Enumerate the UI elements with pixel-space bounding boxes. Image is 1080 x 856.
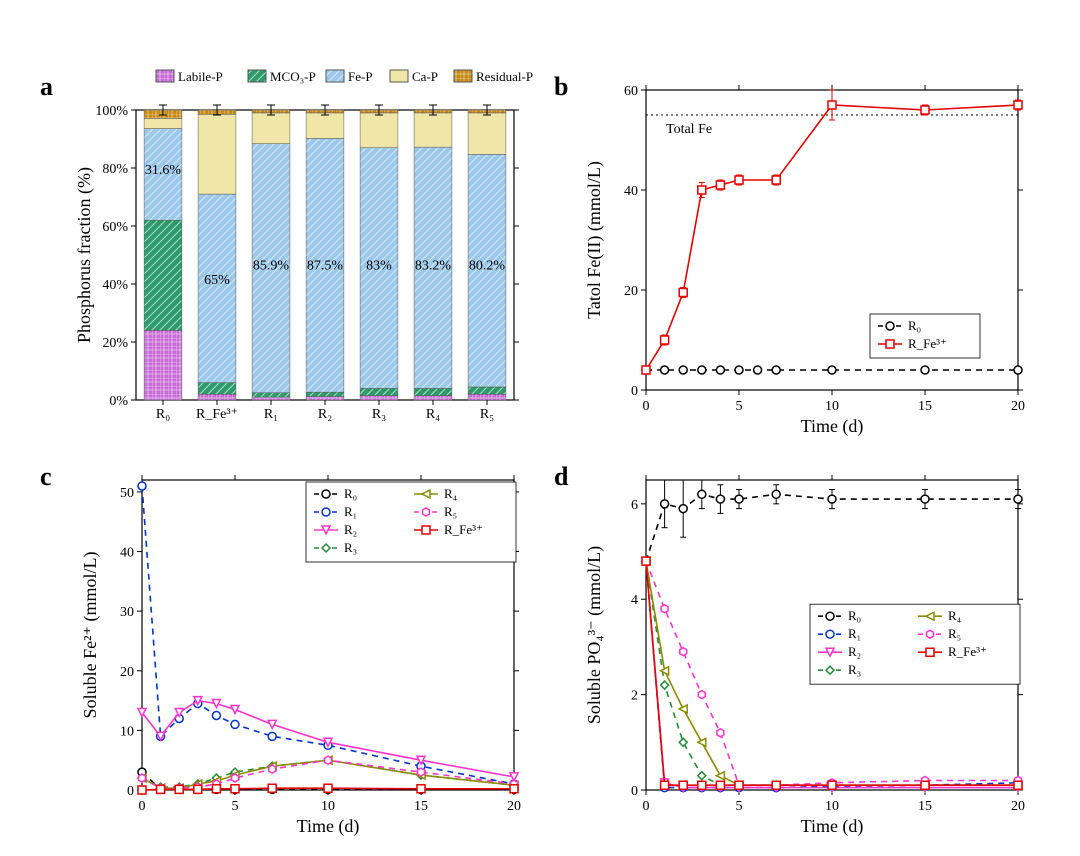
svg-text:83.2%: 83.2%	[415, 259, 452, 274]
svg-text:R₀: R₀	[156, 407, 170, 422]
svg-text:R_Fe³⁺: R_Fe³⁺	[444, 522, 483, 537]
panel-d: 0 2 4 6 0 5 10 15 20 Time (d) Soluble PO₄³⁻ (mmol/…	[560, 450, 1040, 850]
svg-text:Tatol Fe(II) (mmol/L): Tatol Fe(II) (mmol/L)	[584, 161, 605, 319]
svg-text:R₅: R₅	[480, 407, 494, 422]
svg-text:15: 15	[918, 399, 932, 414]
svg-text:R₅: R₅	[444, 504, 457, 519]
svg-text:Time (d): Time (d)	[297, 816, 360, 837]
svg-text:Total Fe: Total Fe	[666, 122, 712, 137]
svg-text:Time (d): Time (d)	[801, 816, 864, 837]
svg-text:R₀: R₀	[908, 318, 921, 333]
svg-text:0: 0	[127, 784, 134, 799]
svg-text:Ca-P: Ca-P	[412, 69, 438, 84]
svg-text:0: 0	[643, 399, 650, 414]
svg-text:0: 0	[643, 799, 650, 814]
svg-text:Labile-P: Labile-P	[178, 69, 223, 84]
panel-c-label: c	[40, 462, 52, 492]
svg-text:Soluble PO₄³⁻ (mmol/L): Soluble PO₄³⁻ (mmol/L)	[584, 546, 605, 724]
svg-text:R_Fe³⁺: R_Fe³⁺	[948, 644, 987, 659]
svg-text:R₃: R₃	[848, 662, 861, 677]
svg-text:0: 0	[139, 799, 146, 814]
svg-text:20: 20	[507, 799, 521, 814]
svg-text:30: 30	[120, 605, 134, 620]
svg-text:100%: 100%	[95, 104, 128, 119]
svg-text:20: 20	[120, 665, 134, 680]
svg-text:80%: 80%	[102, 162, 128, 177]
legend: R₀ R₁ R₂ R₃ R₄ R₅ R_Fe³⁺	[810, 604, 1020, 684]
svg-text:Time (d): Time (d)	[801, 416, 864, 437]
svg-text:R₄: R₄	[426, 407, 440, 422]
svg-text:0: 0	[631, 384, 638, 399]
svg-text:40: 40	[120, 546, 134, 561]
svg-text:R₁: R₁	[264, 407, 278, 422]
svg-text:R₄: R₄	[444, 486, 458, 501]
svg-text:R₄: R₄	[948, 608, 962, 623]
svg-text:R₅: R₅	[948, 626, 961, 641]
svg-text:Soluble Fe²⁺ (mmol/L): Soluble Fe²⁺ (mmol/L)	[80, 552, 101, 719]
legend: R₀ R₁ R₂ R₃ R₄ R₅ R_Fe³⁺	[306, 482, 516, 562]
svg-text:20: 20	[1011, 799, 1025, 814]
svg-text:MCO₃-P: MCO₃-P	[270, 69, 316, 84]
svg-text:R₀: R₀	[848, 608, 861, 623]
svg-text:15: 15	[918, 799, 932, 814]
svg-text:10: 10	[825, 799, 839, 814]
svg-text:R_Fe³⁺: R_Fe³⁺	[908, 336, 947, 351]
svg-text:40: 40	[624, 184, 638, 199]
svg-text:5: 5	[736, 799, 743, 814]
panel-b: 0 20 40 60 0 5 10 15 20 Time (d) Tatol Fe(II) (mmo…	[560, 50, 1040, 450]
svg-text:R₂: R₂	[344, 522, 357, 537]
svg-text:50: 50	[120, 486, 134, 501]
svg-text:Fe-P: Fe-P	[348, 69, 373, 84]
svg-text:R₃: R₃	[372, 407, 386, 422]
svg-text:R₁: R₁	[848, 626, 861, 641]
bars	[144, 105, 506, 400]
svg-text:40%: 40%	[102, 278, 128, 293]
svg-text:R₀: R₀	[344, 486, 357, 501]
svg-text:Residual-P: Residual-P	[476, 69, 533, 84]
svg-text:Phosphorus fraction (%): Phosphorus fraction (%)	[74, 167, 95, 343]
svg-text:80.2%: 80.2%	[469, 259, 506, 274]
svg-text:87.5%: 87.5%	[307, 259, 344, 274]
panel-a: 0% 20% 40% 60% 80% 100% Phosphorus fraction (%…	[64, 50, 534, 450]
svg-text:20%: 20%	[102, 336, 128, 351]
panel-a-label: a	[40, 72, 53, 102]
svg-text:20: 20	[624, 284, 638, 299]
svg-text:R₃: R₃	[344, 540, 357, 555]
legend: R₀ R_Fe³⁺	[870, 314, 980, 358]
svg-text:85.9%: 85.9%	[253, 259, 290, 274]
svg-text:31.6%: 31.6%	[145, 163, 182, 178]
svg-text:10: 10	[825, 399, 839, 414]
svg-text:0%: 0%	[109, 394, 128, 409]
svg-text:60%: 60%	[102, 220, 128, 235]
legend-a: Labile-P MCO₃-P Fe-P Ca-P Residual-P	[146, 60, 533, 88]
svg-text:10: 10	[120, 724, 134, 739]
svg-text:R₂: R₂	[848, 644, 861, 659]
svg-text:60: 60	[624, 84, 638, 99]
svg-text:R_Fe³⁺: R_Fe³⁺	[196, 407, 238, 422]
svg-text:R₂: R₂	[318, 407, 332, 422]
svg-text:20: 20	[1011, 399, 1025, 414]
svg-text:2: 2	[631, 689, 638, 704]
panel-c: 0 10 20 30 40 50 0 5 10 15 20 Time (d) Soluble Fe²⁺ …	[64, 450, 534, 850]
svg-text:5: 5	[232, 799, 239, 814]
svg-text:15: 15	[414, 799, 428, 814]
svg-text:0: 0	[631, 784, 638, 799]
svg-text:R₁: R₁	[344, 504, 357, 519]
svg-text:5: 5	[736, 399, 743, 414]
svg-text:10: 10	[321, 799, 335, 814]
svg-text:65%: 65%	[204, 273, 230, 288]
svg-text:83%: 83%	[366, 259, 392, 274]
svg-text:4: 4	[631, 593, 638, 608]
svg-text:6: 6	[631, 498, 638, 513]
